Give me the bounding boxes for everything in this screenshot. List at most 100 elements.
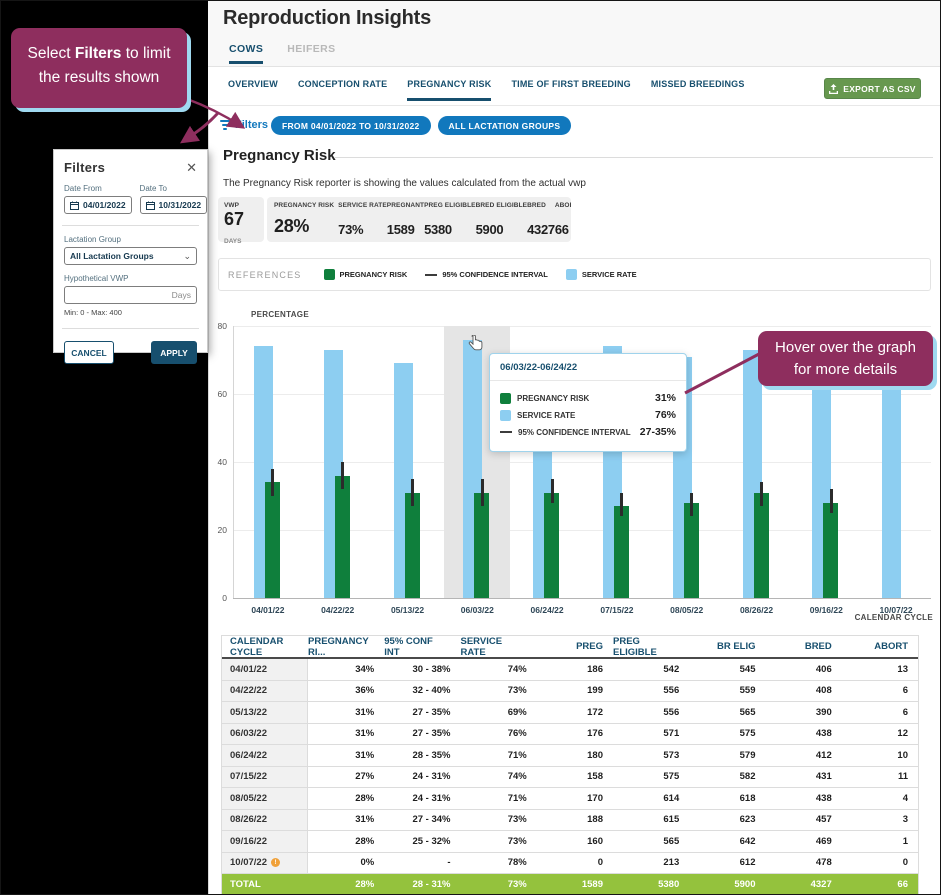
cell-value: 76% [507,728,527,740]
callout-line2: for more details [793,360,898,378]
pregnancy-risk-bar[interactable] [334,475,350,598]
stat-value: 1589 [386,222,415,237]
cell-value: 170 [587,792,603,804]
date-from-label: Date From [64,184,102,193]
y-axis-title: PERCENTAGE [251,310,309,319]
table-date-cell: 04/22/22 [222,680,308,701]
table-value-cell: 10 [842,745,918,766]
service-rate-bar[interactable] [882,332,902,598]
filter-chip[interactable]: FROM 04/01/2022 TO 10/31/2022 [271,116,431,135]
pregnancy-risk-bar[interactable] [683,502,699,598]
table-date-cell: 06/03/22 [222,723,308,744]
date-from-input[interactable]: 04/01/2022 [64,196,132,214]
tab-time-of-first-breeding[interactable]: TIME OF FIRST BREEDING [511,79,631,89]
section-subtitle: The Pregnancy Risk reporter is showing t… [223,178,586,189]
tooltip-value: 31% [654,392,676,404]
cell-value: 172 [587,706,603,718]
cell-value: 618 [739,792,756,804]
tab-heifers[interactable]: HEIFERS [287,43,336,55]
y-axis-line [233,326,234,598]
pregnancy-risk-bar[interactable] [474,492,490,598]
cell-value: 438 [815,792,832,804]
confidence-interval-bar [829,489,833,513]
hypothetical-vwp-label: Hypothetical VWP [64,274,129,283]
table-value-cell: 158 [537,767,613,788]
animal-type-tabs: COWS HEIFERS [229,43,336,64]
report-tabs: OVERVIEW CONCEPTION RATE PREGNANCY RISK TIM… [228,79,745,101]
x-tick-label: 07/15/22 [600,605,634,615]
cell-value: 74% [507,663,527,675]
cell-value: 08/26/22 [230,814,267,826]
apply-button[interactable]: APPLY [151,341,197,364]
filter-chip[interactable]: ALL LACTATION GROUPS [437,116,572,135]
vwp-range-hint: Min: 0 - Max: 400 [64,308,122,317]
table-value-cell: 545 [689,659,765,680]
tab-pregnancy-risk[interactable]: PREGNANCY RISK [407,79,492,101]
tab-overview[interactable]: OVERVIEW [228,79,278,89]
lactation-group-select[interactable]: All Lactation Groups ⌄ [64,247,197,265]
cell-value: 199 [587,685,603,697]
tooltip-rows: PREGNANCY RISK 31% SERVICE RATE 76% 95% CONF… [490,381,686,451]
table-total-row: TOTAL 28% 28 - 31% 73% 1589 5380 5900 4327 66 [222,874,918,894]
tab-missed-breedings[interactable]: MISSED BREEDINGS [650,79,745,89]
table-value-cell: 406 [766,659,842,680]
table-date-cell: CALENDAR CYCLE [222,636,308,658]
cell-value: 12 [897,728,908,740]
legend-label: SERVICE RATE [581,270,637,279]
date-to-label: Date To [139,184,167,193]
cancel-button[interactable]: CANCEL [64,341,114,364]
table-value-cell: 32 - 40% [384,681,460,702]
subnav-row [208,67,940,106]
cell-value: 615 [663,814,680,826]
cell-value: 438 [815,728,832,740]
confidence-interval-bar [411,479,414,507]
hypothetical-vwp-input[interactable]: Days [64,286,197,304]
tab-cows[interactable]: COWS [229,43,264,64]
table-row: 10/07/22! 0% - 78% 0 213 612 478 0 [222,852,918,874]
pregnancy-risk-bar[interactable] [404,492,420,598]
cell-value: 24 - 31% [412,771,451,783]
cell-value: 0% [360,857,375,869]
export-csv-button[interactable]: EXPORT AS CSV [824,78,921,99]
close-icon[interactable]: ✕ [186,160,197,175]
date-to-input[interactable]: 10/31/2022 [139,196,208,214]
tab-conception-rate[interactable]: CONCEPTION RATE [297,79,388,89]
table-date-cell: 07/15/22 [222,766,308,787]
gridline [233,462,931,463]
cell-value: 1 [902,835,908,847]
cell-value: 4 [902,792,908,804]
tooltip-label: PREGNANCY RISK [517,393,590,403]
pregnancy-risk-bar[interactable] [753,492,769,598]
stat-value: 5900 [475,222,504,237]
cell-value: 36% [355,685,375,697]
pregnancy-risk-bar[interactable] [544,492,560,598]
table-value-cell: 1589 [537,874,613,894]
table-value-cell: 180 [537,745,613,766]
table-value-cell: 73% [461,681,537,702]
table-value-cell: 73% [461,810,537,831]
table-row: 04/22/22 36% 32 - 40% 73% 199 556 559 408 6 [222,680,918,702]
pregnancy-risk-bar[interactable] [823,502,839,598]
cell-value: 10 [897,749,908,761]
table-value-cell: 73% [461,831,537,852]
references-box: REFERENCES PREGNANCY RISK 95% CONFIDENCE … [218,258,931,291]
cell-value: 614 [663,792,680,804]
stat-label: BRED ELIGIBLE [475,202,528,209]
table-value-cell: 34% [308,659,384,680]
pregnancy-risk-bar[interactable] [613,506,629,598]
table-value-cell: 95% CONF INT [384,636,461,658]
cell-value: 180 [587,749,603,761]
tooltip-value: 76% [654,409,676,421]
y-tick-label: 0 [222,593,227,603]
cell-value: 25 - 32% [412,835,451,847]
table-value-cell: 0 [537,853,613,874]
pregnancy-risk-bar[interactable] [264,482,280,598]
table-value-cell: SERVICE RATE [460,636,537,658]
table-value-cell: 199 [537,681,613,702]
table-value-cell: 582 [689,767,765,788]
stat-item: BRED 4327 [527,202,555,237]
table-value-cell: 11 [842,767,918,788]
upload-icon [829,83,839,94]
cell-value: 06/03/22 [230,728,267,740]
calendar-icon [70,201,79,210]
